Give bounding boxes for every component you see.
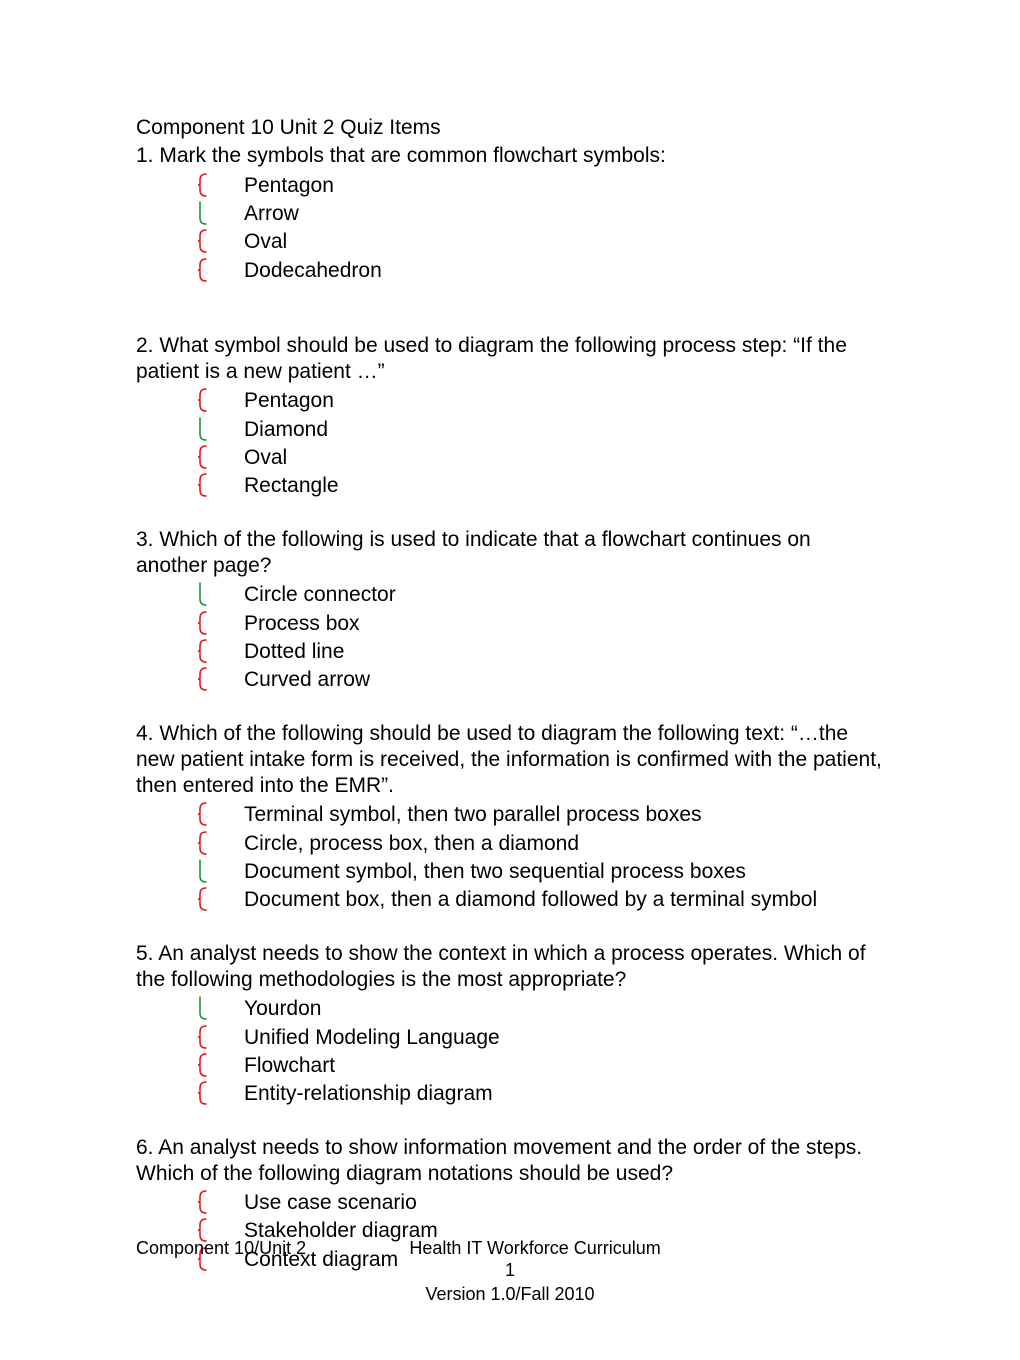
question-prompt: 5. An analyst needs to show the context … bbox=[136, 941, 884, 994]
option-text: Entity-relationship diagram bbox=[244, 1080, 884, 1108]
option-text: Oval bbox=[244, 228, 884, 256]
options-list: PentagonArrowOvalDodecahedron bbox=[196, 172, 884, 285]
option-row: Yourdon bbox=[196, 995, 884, 1023]
incorrect-mark-icon bbox=[196, 666, 244, 692]
correct-mark-icon bbox=[196, 858, 244, 884]
incorrect-mark-icon bbox=[196, 444, 244, 470]
option-row: Entity-relationship diagram bbox=[196, 1080, 884, 1108]
document-title: Component 10 Unit 2 Quiz Items bbox=[136, 115, 884, 141]
option-text: Dodecahedron bbox=[244, 257, 884, 285]
incorrect-mark-icon bbox=[196, 228, 244, 254]
correct-mark-icon bbox=[196, 200, 244, 226]
option-text: Document symbol, then two sequential pro… bbox=[244, 858, 884, 886]
incorrect-mark-icon bbox=[196, 257, 244, 283]
incorrect-mark-icon bbox=[196, 472, 244, 498]
correct-mark-icon bbox=[196, 995, 244, 1021]
option-row: Curved arrow bbox=[196, 666, 884, 694]
option-text: Rectangle bbox=[244, 472, 884, 500]
option-text: Document box, then a diamond followed by… bbox=[244, 886, 884, 914]
incorrect-mark-icon bbox=[196, 886, 244, 912]
option-row: Flowchart bbox=[196, 1052, 884, 1080]
option-row: Unified Modeling Language bbox=[196, 1024, 884, 1052]
incorrect-mark-icon bbox=[196, 1052, 244, 1078]
option-row: Circle, process box, then a diamond bbox=[196, 830, 884, 858]
document-page: Component 10 Unit 2 Quiz Items 1. Mark t… bbox=[0, 0, 1020, 1360]
option-text: Diamond bbox=[244, 416, 884, 444]
option-row: Oval bbox=[196, 228, 884, 256]
option-row: Arrow bbox=[196, 200, 884, 228]
question-block: 3. Which of the following is used to ind… bbox=[136, 527, 884, 695]
page-footer: Component 10/Unit 2 Health IT Workforce … bbox=[0, 1238, 1020, 1306]
option-row: Document symbol, then two sequential pro… bbox=[196, 858, 884, 886]
correct-mark-icon bbox=[196, 581, 244, 607]
option-row: Pentagon bbox=[196, 172, 884, 200]
option-row: Process box bbox=[196, 610, 884, 638]
question-block: 1. Mark the symbols that are common flow… bbox=[136, 143, 884, 285]
footer-version: Version 1.0/Fall 2010 bbox=[0, 1283, 1020, 1306]
question-prompt: 1. Mark the symbols that are common flow… bbox=[136, 143, 884, 169]
options-list: PentagonDiamondOvalRectangle bbox=[196, 387, 884, 500]
option-row: Rectangle bbox=[196, 472, 884, 500]
option-row: Diamond bbox=[196, 416, 884, 444]
footer-page-number: 1 bbox=[0, 1259, 1020, 1282]
question-block: 4. Which of the following should be used… bbox=[136, 721, 884, 915]
options-list: Terminal symbol, then two parallel proce… bbox=[196, 801, 884, 914]
option-row: Circle connector bbox=[196, 581, 884, 609]
option-text: Dotted line bbox=[244, 638, 884, 666]
question-block: 5. An analyst needs to show the context … bbox=[136, 941, 884, 1109]
footer-left: Component 10/Unit 2 bbox=[136, 1238, 306, 1259]
option-row: Use case scenario bbox=[196, 1189, 884, 1217]
option-text: Yourdon bbox=[244, 995, 884, 1023]
correct-mark-icon bbox=[196, 416, 244, 442]
incorrect-mark-icon bbox=[196, 610, 244, 636]
incorrect-mark-icon bbox=[196, 172, 244, 198]
option-text: Terminal symbol, then two parallel proce… bbox=[244, 801, 884, 829]
option-text: Curved arrow bbox=[244, 666, 884, 694]
incorrect-mark-icon bbox=[196, 830, 244, 856]
options-list: Circle connectorProcess boxDotted lineCu… bbox=[196, 581, 884, 694]
incorrect-mark-icon bbox=[196, 1080, 244, 1106]
option-row: Pentagon bbox=[196, 387, 884, 415]
incorrect-mark-icon bbox=[196, 1189, 244, 1215]
options-list: YourdonUnified Modeling LanguageFlowchar… bbox=[196, 995, 884, 1108]
incorrect-mark-icon bbox=[196, 1024, 244, 1050]
option-text: Process box bbox=[244, 610, 884, 638]
option-text: Oval bbox=[244, 444, 884, 472]
question-prompt: 4. Which of the following should be used… bbox=[136, 721, 884, 800]
question-prompt: 6. An analyst needs to show information … bbox=[136, 1135, 884, 1188]
option-row: Terminal symbol, then two parallel proce… bbox=[196, 801, 884, 829]
option-text: Circle, process box, then a diamond bbox=[244, 830, 884, 858]
questions-container: 1. Mark the symbols that are common flow… bbox=[136, 143, 884, 1274]
question-block: 2. What symbol should be used to diagram… bbox=[136, 333, 884, 501]
incorrect-mark-icon bbox=[196, 387, 244, 413]
option-text: Pentagon bbox=[244, 387, 884, 415]
option-text: Use case scenario bbox=[244, 1189, 884, 1217]
footer-center: Health IT Workforce Curriculum bbox=[306, 1238, 764, 1259]
option-text: Circle connector bbox=[244, 581, 884, 609]
option-row: Oval bbox=[196, 444, 884, 472]
incorrect-mark-icon bbox=[196, 801, 244, 827]
option-row: Dodecahedron bbox=[196, 257, 884, 285]
question-prompt: 3. Which of the following is used to ind… bbox=[136, 527, 884, 580]
question-prompt: 2. What symbol should be used to diagram… bbox=[136, 333, 884, 386]
option-text: Arrow bbox=[244, 200, 884, 228]
option-row: Dotted line bbox=[196, 638, 884, 666]
option-text: Pentagon bbox=[244, 172, 884, 200]
incorrect-mark-icon bbox=[196, 638, 244, 664]
option-text: Unified Modeling Language bbox=[244, 1024, 884, 1052]
option-row: Document box, then a diamond followed by… bbox=[196, 886, 884, 914]
option-text: Flowchart bbox=[244, 1052, 884, 1080]
